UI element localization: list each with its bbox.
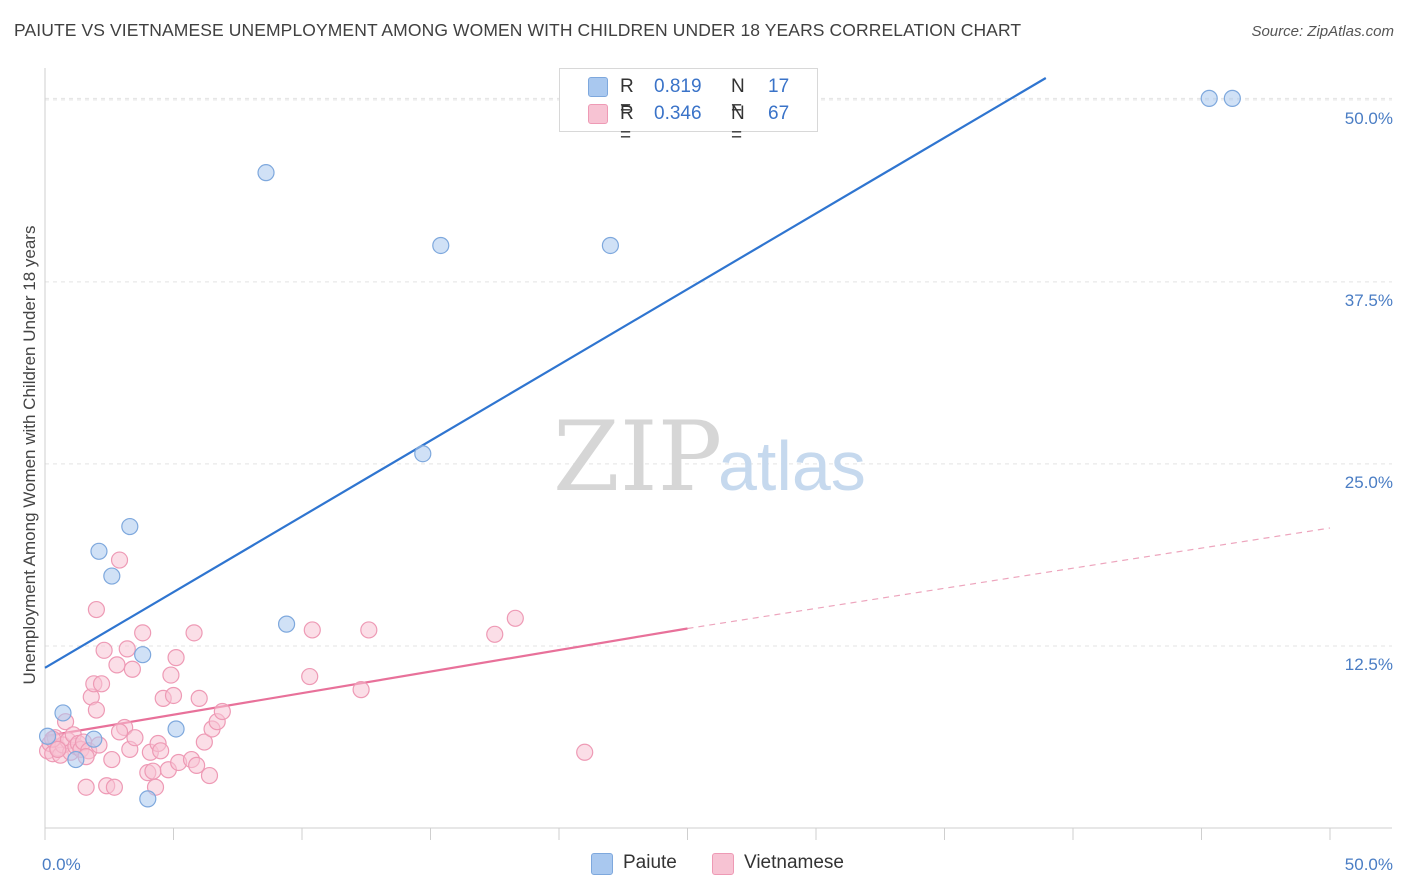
data-point-vietnamese [167, 649, 185, 667]
bottom-legend-swatch-vietnamese [712, 853, 734, 875]
legend-n-value: 17 [768, 76, 790, 97]
trend-line-vietnamese-extension [687, 527, 1331, 630]
data-point-vietnamese [213, 702, 231, 721]
data-point-paiute [257, 164, 275, 182]
data-point-paiute [167, 720, 185, 738]
data-point-vietnamese [195, 733, 213, 751]
data-point-paiute [414, 445, 432, 463]
data-point-paiute [121, 517, 139, 536]
data-point-vietnamese [506, 609, 524, 627]
x-tick-label: 50.0% [1345, 855, 1393, 874]
data-point-vietnamese [87, 600, 106, 619]
data-point-paiute [139, 790, 157, 808]
data-point-vietnamese [92, 675, 111, 693]
data-point-vietnamese [352, 681, 370, 699]
data-point-paiute [90, 542, 108, 560]
legend: R = 0.819 N = 17 R = 0.346 N = 67 [559, 68, 818, 146]
bottom-legend-label: Paiute [623, 852, 677, 873]
data-point-vietnamese [162, 666, 180, 684]
data-point-vietnamese [152, 742, 170, 760]
data-point-paiute [601, 236, 620, 255]
legend-swatch-paiute [588, 77, 608, 97]
trend-line-vietnamese [44, 627, 688, 738]
data-point-vietnamese [190, 689, 208, 707]
legend-r-label: R = [620, 103, 634, 146]
data-point-paiute [1200, 89, 1218, 107]
data-point-paiute [67, 750, 85, 769]
legend-r-value: 0.346 [654, 103, 702, 124]
bottom-legend-label: Vietnamese [744, 852, 844, 873]
y-tick-labels: 12.5% 25.0% 37.5% 50.0% [1345, 109, 1393, 674]
data-point-vietnamese [87, 701, 106, 719]
data-point-paiute [134, 646, 152, 664]
data-point-vietnamese [303, 621, 321, 639]
trend-lines [44, 77, 1331, 738]
data-point-paiute [54, 704, 72, 722]
data-point-vietnamese [134, 624, 152, 642]
data-point-vietnamese [576, 743, 594, 761]
data-point-vietnamese [110, 723, 129, 741]
legend-n-value: 67 [768, 103, 790, 124]
data-point-vietnamese [144, 762, 162, 780]
data-point-paiute [103, 567, 121, 585]
axes [44, 68, 1392, 840]
data-point-paiute [85, 730, 103, 748]
x-tick-label: 0.0% [42, 855, 81, 874]
y-axis-label: Unemployment Among Women with Children U… [20, 225, 39, 685]
data-point-vietnamese [185, 624, 203, 642]
data-point-paiute [432, 236, 450, 255]
data-point-vietnamese [486, 625, 504, 643]
legend-r-value: 0.819 [654, 76, 702, 97]
y-tick-label: 12.5% [1345, 655, 1393, 674]
grid [45, 97, 1392, 647]
data-point-vietnamese [110, 551, 129, 569]
bottom-legend-swatch-paiute [591, 853, 613, 875]
data-point-vietnamese [77, 778, 95, 796]
source-label: Source: ZipAtlas.com [1251, 23, 1394, 40]
x-tick-labels: 0.0% 50.0% [42, 855, 1393, 874]
data-point-vietnamese [200, 766, 219, 785]
data-point-vietnamese [188, 756, 206, 774]
data-point-paiute [38, 727, 57, 745]
data-point-vietnamese [164, 686, 183, 705]
watermark-atlas: atlas [718, 427, 866, 505]
data-points [38, 89, 1241, 808]
y-tick-label: 37.5% [1345, 291, 1393, 310]
data-point-vietnamese [95, 641, 113, 659]
data-point-vietnamese [126, 729, 144, 747]
y-tick-label: 25.0% [1345, 473, 1393, 492]
watermark: ZIP atlas [553, 401, 866, 513]
data-point-vietnamese [49, 740, 67, 758]
legend-r-label: R = [620, 76, 634, 119]
data-point-vietnamese [103, 750, 121, 769]
data-point-vietnamese [301, 667, 319, 686]
y-tick-label: 50.0% [1345, 109, 1393, 128]
data-point-vietnamese [123, 660, 141, 678]
watermark-zip: ZIP [553, 401, 722, 513]
data-point-vietnamese [105, 778, 123, 796]
data-point-vietnamese [360, 621, 378, 639]
legend-n-label: N = [731, 103, 745, 146]
data-point-paiute [277, 615, 296, 633]
data-point-vietnamese [118, 640, 136, 658]
legend-swatch-vietnamese [588, 104, 608, 124]
trend-line-paiute [44, 77, 1047, 669]
data-point-vietnamese [108, 656, 126, 674]
legend-n-label: N = [731, 76, 745, 119]
chart-title: PAIUTE VS VIETNAMESE UNEMPLOYMENT AMONG … [14, 20, 1022, 40]
data-point-paiute [1223, 89, 1241, 107]
